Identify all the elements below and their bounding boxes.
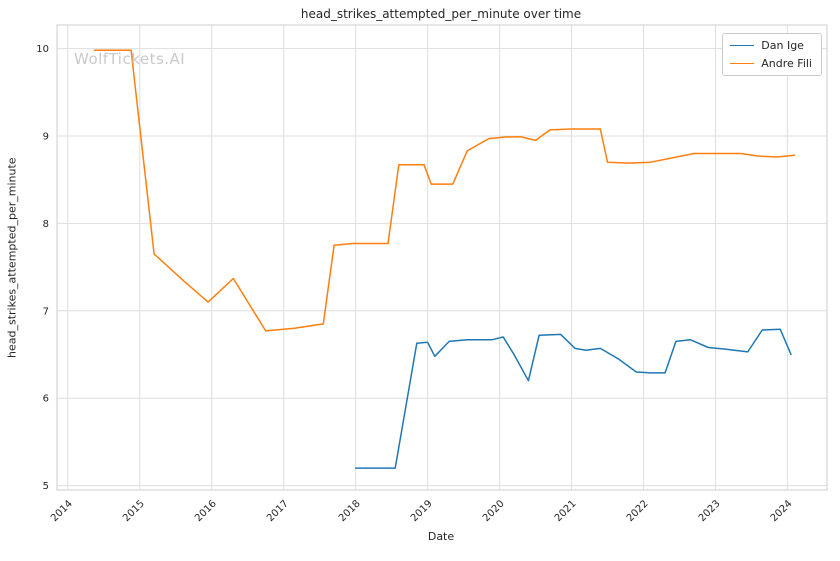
legend: Dan Ige Andre Fili [722,33,822,76]
y-tick-label: 8 [43,219,49,230]
legend-swatch-dan-ige [730,45,755,46]
x-tick-label: 2021 [553,498,579,524]
legend-label-dan-ige: Dan Ige [761,39,804,52]
y-tick-label: 10 [36,44,49,55]
y-tick-label: 6 [43,394,49,405]
x-tick-label: 2015 [121,498,147,524]
x-tick-label: 2019 [409,498,435,524]
x-axis-label: Date [427,530,455,543]
y-tick-label: 9 [43,132,49,143]
plot-border [56,24,828,491]
x-tick-label: 2022 [625,498,651,524]
legend-swatch-andre-fili [730,63,755,64]
x-tick-label: 2024 [769,498,795,524]
chart-title: head_strikes_attempted_per_minute over t… [300,7,582,21]
x-tick-label: 2018 [337,498,363,524]
series-line-andre-fili [93,49,796,332]
x-tick-label: 2014 [49,498,75,524]
x-tick-label: 2023 [697,498,723,524]
y-tick-label: 7 [43,306,49,317]
legend-entry-dan-ige: Dan Ige [730,39,812,52]
x-tick-label: 2016 [193,498,219,524]
series-line-dan-ige [354,328,792,469]
legend-entry-andre-fili: Andre Fili [730,57,812,70]
legend-label-andre-fili: Andre Fili [761,57,812,70]
x-tick-label: 2020 [481,498,507,524]
watermark: WolfTickets.AI [74,50,186,68]
x-tick-label: 2017 [265,498,291,524]
y-tick-label: 5 [43,481,49,492]
